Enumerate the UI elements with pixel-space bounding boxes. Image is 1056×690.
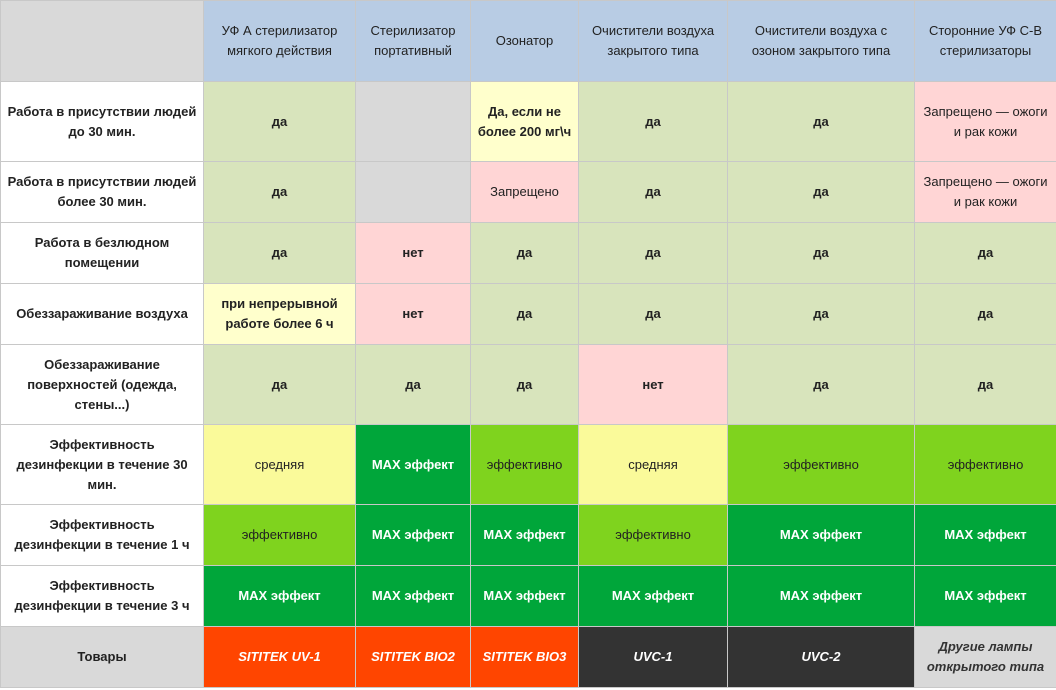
table-cell: да: [203, 344, 356, 425]
table-cell: да: [914, 283, 1056, 345]
table-cell: нет: [578, 344, 728, 425]
product-link-sititek-bio3[interactable]: SITITEK BIO3: [470, 626, 579, 688]
table-cell: да: [914, 344, 1056, 425]
table-cell: MAX эффект: [355, 565, 471, 627]
table-cell: MAX эффект: [727, 565, 915, 627]
table-cell: [355, 161, 471, 223]
table-cell: MAX эффект: [470, 565, 579, 627]
table-cell: нет: [355, 222, 471, 284]
table-cell: да: [470, 344, 579, 425]
header-row: УФ А стерилизатор мягкого действия Стери…: [0, 0, 1056, 82]
table-cell: MAX эффект: [727, 504, 915, 566]
table-cell: Да, если не более 200 мг\ч: [470, 81, 579, 162]
table-cell: да: [727, 81, 915, 162]
table-cell: [355, 81, 471, 162]
column-header: УФ А стерилизатор мягкого действия: [203, 0, 356, 82]
table-cell: да: [203, 222, 356, 284]
table-cell: да: [578, 81, 728, 162]
table-row: Обеззараживание воздуха при непрерывной …: [0, 283, 1056, 345]
row-label: Обеззараживание поверхностей (одежда, ст…: [0, 344, 204, 425]
row-label: Работа в присутствии людей до 30 мин.: [0, 81, 204, 162]
row-label: Работа в безлюдном помещении: [0, 222, 204, 284]
table-cell: да: [727, 344, 915, 425]
product-link-sititek-uv-1[interactable]: SITITEK UV-1: [203, 626, 356, 688]
product-link-uvc-2[interactable]: UVC-2: [727, 626, 915, 688]
table-row: Работа в присутствии людей до 30 мин. да…: [0, 81, 1056, 162]
product-link-sititek-bio2[interactable]: SITITEK BIO2: [355, 626, 471, 688]
products-row: Товары SITITEK UV-1 SITITEK BIO2 SITITEK…: [0, 626, 1056, 688]
table-row: Эффективность дезинфекции в течение 1 ч …: [0, 504, 1056, 566]
row-label: Эффективность дезинфекции в течение 3 ч: [0, 565, 204, 627]
row-label: Эффективность дезинфекции в течение 30 м…: [0, 424, 204, 505]
table-row: Работа в безлюдном помещении да нет да д…: [0, 222, 1056, 284]
table-cell: MAX эффект: [914, 504, 1056, 566]
table-cell: средняя: [203, 424, 356, 505]
table-cell: да: [203, 161, 356, 223]
table-cell: Запрещено: [470, 161, 579, 223]
products-label: Товары: [0, 626, 204, 688]
table-row: Эффективность дезинфекции в течение 3 ч …: [0, 565, 1056, 627]
table-cell: MAX эффект: [355, 424, 471, 505]
table-cell: MAX эффект: [355, 504, 471, 566]
table-cell: да: [470, 283, 579, 345]
table-cell: да: [914, 222, 1056, 284]
table-row: Обеззараживание поверхностей (одежда, ст…: [0, 344, 1056, 425]
row-label: Эффективность дезинфекции в течение 1 ч: [0, 504, 204, 566]
row-label: Обеззараживание воздуха: [0, 283, 204, 345]
table-cell: эффективно: [727, 424, 915, 505]
table-cell: да: [470, 222, 579, 284]
table-cell: эффективно: [914, 424, 1056, 505]
row-label: Работа в присутствии людей более 30 мин.: [0, 161, 204, 223]
table-cell: эффективно: [203, 504, 356, 566]
table-cell: да: [578, 222, 728, 284]
column-header: Стерилизатор портативный: [355, 0, 471, 82]
table-cell: да: [727, 161, 915, 223]
product-link-uvc-1[interactable]: UVC-1: [578, 626, 728, 688]
header-corner: [0, 0, 204, 82]
column-header: Сторонние УФ С-В стерилизаторы: [914, 0, 1056, 82]
table-cell: да: [727, 283, 915, 345]
table-cell: средняя: [578, 424, 728, 505]
table-cell: да: [578, 283, 728, 345]
table-cell: да: [727, 222, 915, 284]
table-cell: MAX эффект: [578, 565, 728, 627]
table-cell: да: [355, 344, 471, 425]
table-cell: MAX эффект: [470, 504, 579, 566]
table-row: Эффективность дезинфекции в течение 30 м…: [0, 424, 1056, 505]
table-cell: эффективно: [578, 504, 728, 566]
table-cell: нет: [355, 283, 471, 345]
table-row: Работа в присутствии людей более 30 мин.…: [0, 161, 1056, 223]
table-cell: Запрещено — ожоги и рак кожи: [914, 81, 1056, 162]
table-cell: MAX эффект: [203, 565, 356, 627]
column-header: Очистители воздуха закрытого типа: [578, 0, 728, 82]
table-cell: MAX эффект: [914, 565, 1056, 627]
column-header: Озонатор: [470, 0, 579, 82]
table-cell: при непрерывной работе более 6 ч: [203, 283, 356, 345]
table-cell: да: [578, 161, 728, 223]
table-cell: эффективно: [470, 424, 579, 505]
column-header: Очистители воздуха с озоном закрытого ти…: [727, 0, 915, 82]
table-cell: да: [203, 81, 356, 162]
table-cell: Запрещено — ожоги и рак кожи: [914, 161, 1056, 223]
product-other-lamps: Другие лампы открытого типа: [914, 626, 1056, 688]
